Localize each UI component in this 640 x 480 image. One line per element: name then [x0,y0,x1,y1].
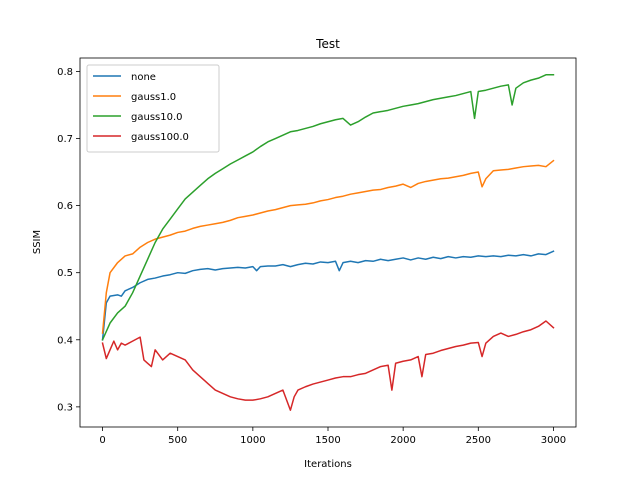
legend: none gauss1.0 gauss10.0 gauss100.0 [86,64,220,153]
x-tick-label: 500 [168,435,187,446]
legend-box [86,64,220,153]
series-line-gauss1-0 [101,159,555,334]
legend-label-gauss100-0: gauss100.0 [131,132,189,143]
y-axis-label: SSIM [32,230,43,254]
chart-title: Test [315,37,340,51]
legend-label-gauss1-0: gauss1.0 [131,92,176,103]
x-axis-label: Iterations [304,459,352,470]
x-tick-label: 2000 [390,435,415,446]
y-axis: 0.3 0.4 0.5 0.6 0.7 0.8 [57,67,80,413]
x-tick-label: 1000 [240,435,265,446]
x-tick-label: 1500 [315,435,340,446]
legend-label-none: none [131,72,156,83]
y-tick-label: 0.6 [57,201,73,212]
y-tick-label: 0.5 [57,268,73,279]
y-tick-label: 0.3 [57,402,73,413]
x-tick-label: 3000 [541,435,566,446]
y-tick-label: 0.7 [57,134,73,145]
series-line-gauss100-0 [101,320,555,411]
y-tick-label: 0.8 [57,67,73,78]
series-line-gauss10-0 [101,74,555,341]
x-tick-label: 0 [99,435,105,446]
x-axis: 0 500 1000 1500 2000 2500 3000 [99,427,566,446]
plot-lines [101,74,555,411]
y-tick-label: 0.4 [57,335,73,346]
legend-label-gauss10-0: gauss10.0 [131,112,183,123]
series-line-none [101,250,555,341]
x-tick-label: 2500 [466,435,491,446]
